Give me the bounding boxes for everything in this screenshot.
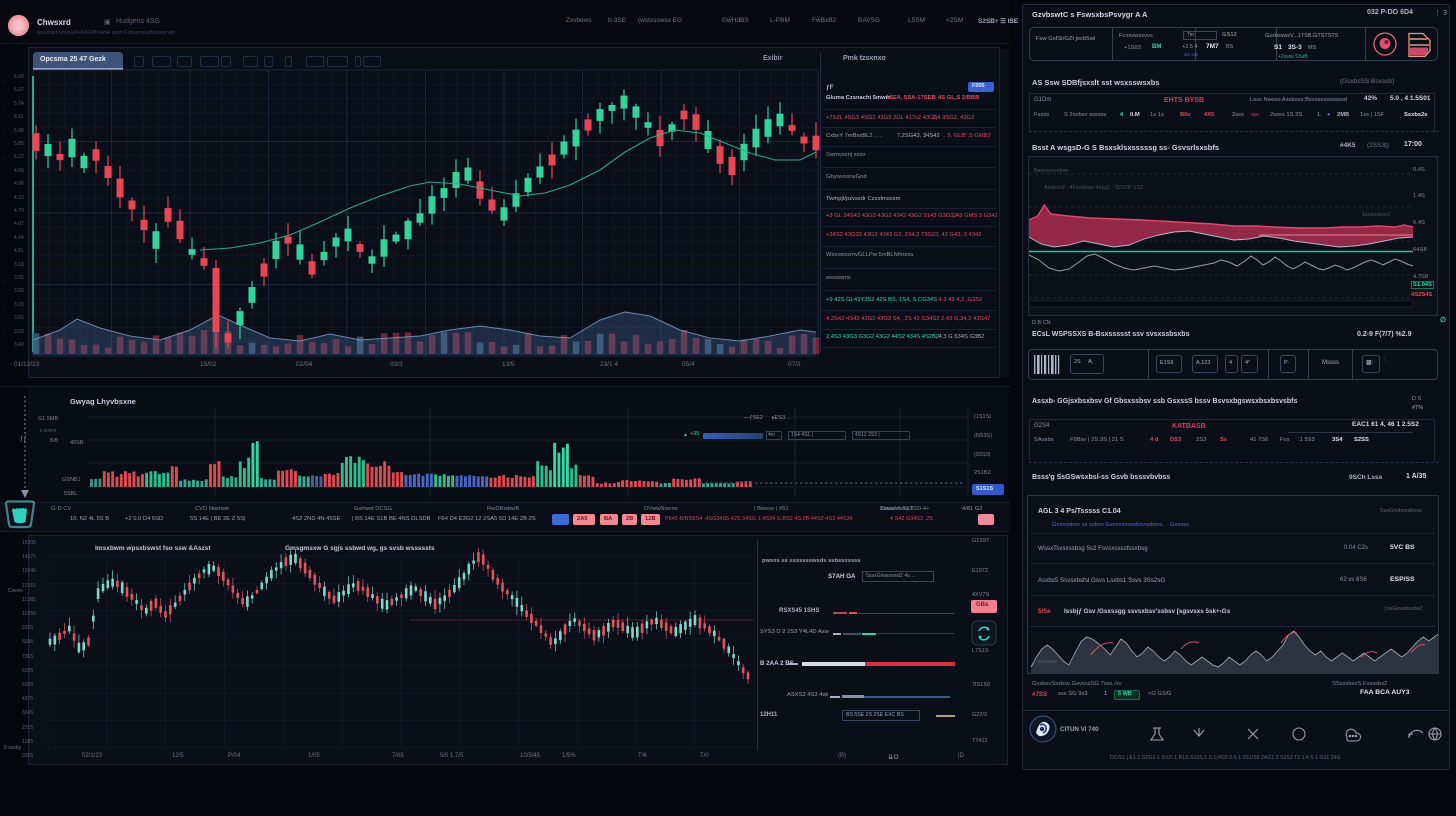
svg-text:ƒƒ: ƒƒ [20,436,27,442]
